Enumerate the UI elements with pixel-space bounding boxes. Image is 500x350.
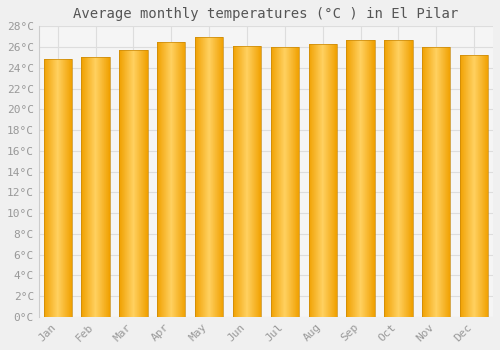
Bar [157,42,186,317]
Bar [308,44,337,317]
Bar [119,50,148,317]
Bar [44,60,72,317]
Bar [270,47,299,317]
Bar [233,46,261,317]
Bar [195,37,224,317]
Bar [460,55,488,317]
Bar [82,57,110,317]
Bar [346,40,375,317]
Bar [422,47,450,317]
Title: Average monthly temperatures (°C ) in El Pilar: Average monthly temperatures (°C ) in El… [74,7,458,21]
Bar [384,40,412,317]
